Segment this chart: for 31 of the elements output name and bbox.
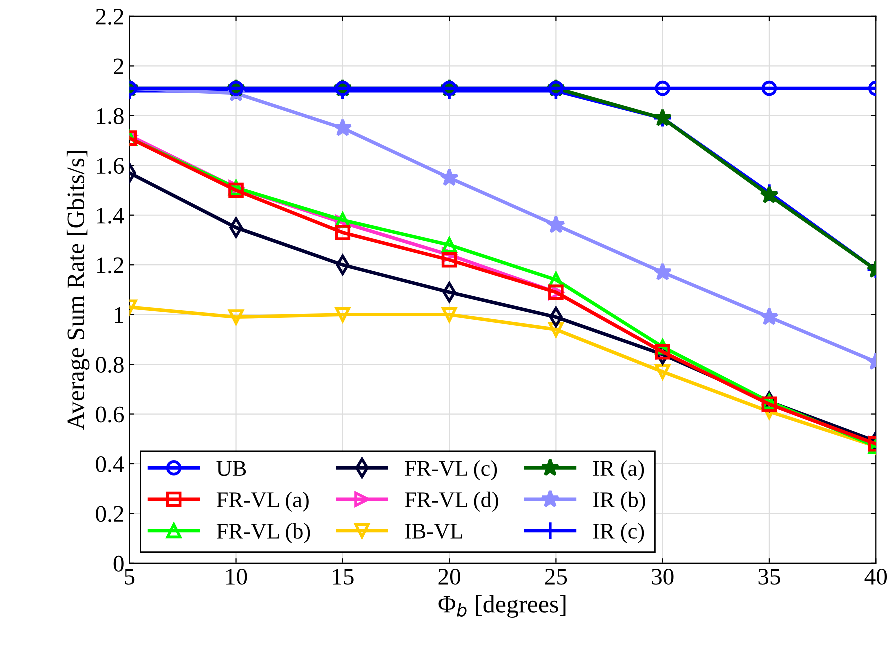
y-tick-label: 0.6	[96, 406, 124, 423]
y-tick-label: 2	[114, 58, 124, 74]
legend-label: FR-VL (c)	[405, 460, 498, 481]
y-tick-label: 0	[114, 556, 124, 572]
y-tick-label: 0.8	[96, 357, 124, 374]
legend-label: IB-VL	[405, 524, 462, 540]
legend-label: IR (c)	[593, 523, 644, 544]
y-tick-label: 1.8	[97, 108, 124, 124]
y-tick-label: 1.2	[97, 258, 124, 274]
y-tick-label: 2.2	[96, 9, 124, 26]
legend-label: FR-VL (d)	[405, 492, 498, 512]
x-axis-title: Φ$_{b}$ [degrees]	[438, 595, 566, 618]
y-tick-label: 0.2	[96, 506, 124, 522]
y-tick-label: 1	[115, 307, 124, 324]
x-tick-label: 20	[438, 568, 460, 585]
x-tick-label: 40	[864, 568, 888, 585]
y-axis-title: Average Sum Rate [Gbits/s]	[66, 151, 90, 430]
legend-label: IR (a)	[593, 460, 644, 481]
legend-label: UB	[216, 461, 246, 476]
y-tick-label: 1.4	[97, 208, 124, 224]
x-tick-label: 35	[758, 569, 780, 585]
legend-label: FR-VL (b)	[216, 523, 310, 544]
x-tick-label: 30	[652, 568, 674, 585]
x-tick-label: 25	[545, 569, 568, 585]
y-tick-label: 1.6	[97, 158, 124, 174]
legend-label: FR-VL (a)	[216, 492, 309, 512]
y-tick-label: 0.4	[96, 456, 124, 473]
x-tick-label: 5	[125, 569, 135, 585]
x-tick-label: 15	[333, 569, 354, 585]
x-tick-label: 10	[226, 568, 248, 585]
legend-label: IR (b)	[593, 492, 646, 512]
